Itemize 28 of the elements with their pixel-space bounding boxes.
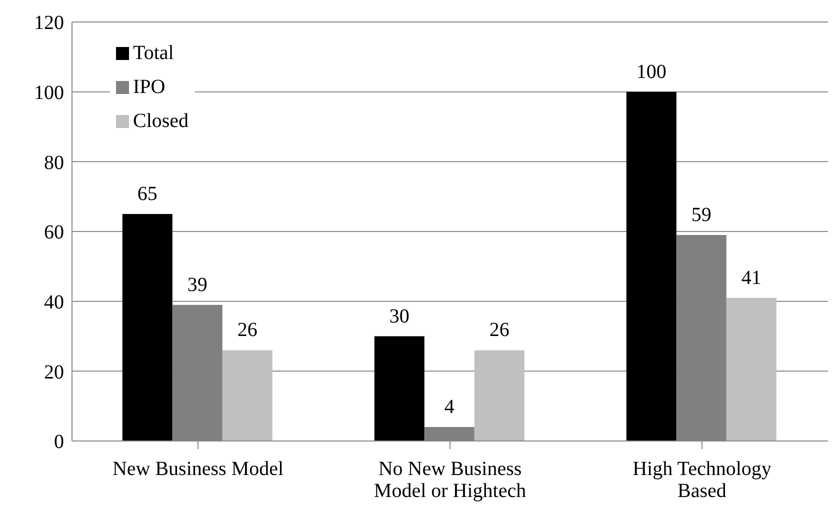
y-tick-label: 60 bbox=[44, 222, 64, 244]
data-label: 4 bbox=[444, 396, 454, 418]
y-tick-label: 40 bbox=[44, 291, 64, 314]
bar bbox=[474, 350, 524, 441]
legend-label: Closed bbox=[133, 110, 189, 132]
y-tick-label: 20 bbox=[44, 361, 64, 384]
bar bbox=[374, 336, 424, 441]
y-tick-label: 120 bbox=[34, 12, 64, 34]
x-tick-label: High Technology Based bbox=[632, 458, 772, 502]
data-label: 39 bbox=[187, 274, 208, 296]
data-label: 59 bbox=[691, 204, 712, 226]
data-label: 100 bbox=[636, 60, 666, 83]
data-label: 26 bbox=[237, 319, 258, 342]
data-label: 65 bbox=[137, 183, 158, 206]
legend-label: IPO bbox=[133, 76, 166, 98]
data-label: 41 bbox=[741, 266, 762, 289]
y-tick-label: 80 bbox=[44, 152, 64, 174]
data-label: 26 bbox=[489, 319, 510, 342]
y-tick-label: 0 bbox=[54, 431, 64, 454]
bar bbox=[222, 350, 272, 441]
legend-label: Total bbox=[133, 42, 174, 64]
x-tick-label: New Business Model bbox=[112, 458, 284, 480]
bar bbox=[626, 92, 676, 441]
y-tick-label: 100 bbox=[34, 82, 64, 104]
data-label: 30 bbox=[389, 305, 410, 328]
x-tick-label: No New Business Model or Hightech bbox=[374, 458, 526, 502]
bar bbox=[726, 298, 776, 441]
bar bbox=[122, 214, 172, 441]
